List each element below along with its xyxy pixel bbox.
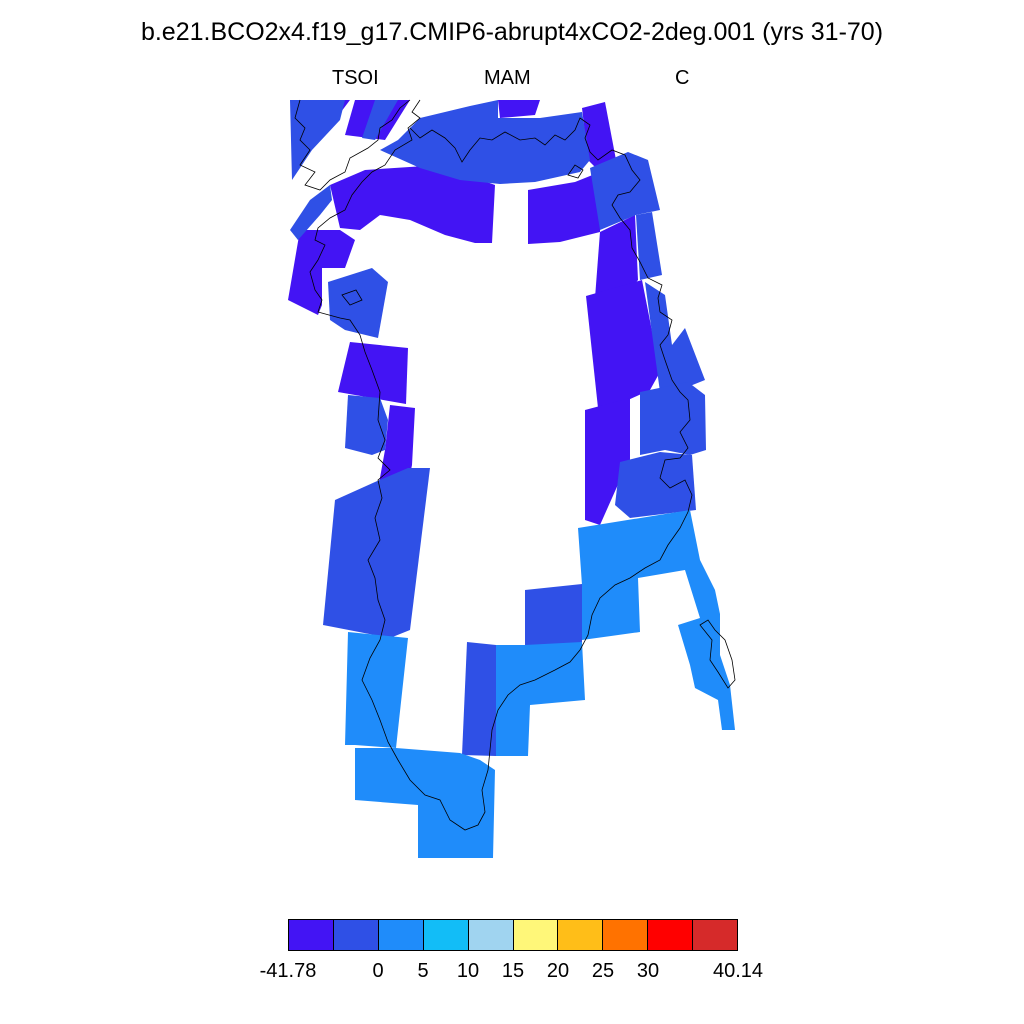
- colorbar-swatch: [467, 919, 514, 951]
- coastline: [294, 99, 736, 831]
- map-cell: [380, 100, 590, 184]
- colorbar-tick-label: -41.78: [259, 960, 317, 982]
- colorbar-swatch: [557, 919, 604, 951]
- cells-royal-blue: [290, 100, 706, 756]
- map-cell: [585, 398, 630, 525]
- map-cell: [462, 642, 496, 756]
- colorbar-tick-label: 15: [501, 960, 525, 982]
- map-cell: [330, 165, 495, 243]
- colorbar-tick-label: 5: [417, 960, 429, 982]
- colorbar-tick-label: 40.14: [712, 960, 764, 982]
- map-cell: [528, 172, 600, 244]
- colorbar-swatch: [512, 919, 559, 951]
- map-cell: [345, 395, 388, 455]
- map-cell: [590, 152, 660, 230]
- map-cell: [498, 100, 540, 118]
- map-cell: [525, 584, 582, 645]
- colorbar-swatch: [602, 919, 649, 951]
- colorbar-swatch: [647, 919, 694, 951]
- map-cell: [288, 230, 355, 315]
- map-cell: [582, 102, 617, 172]
- colorbar-tick-label: 20: [546, 960, 570, 982]
- map-cell: [290, 100, 345, 180]
- map-cell: [345, 632, 408, 748]
- map-cell: [636, 212, 662, 280]
- map-cell: [290, 185, 332, 240]
- colorbar-swatch: [332, 919, 379, 951]
- map-cell: [595, 215, 638, 298]
- colorbar-tick-label: 25: [591, 960, 615, 982]
- units-label: C: [675, 67, 690, 89]
- map-cell: [328, 268, 388, 338]
- map-cell: [578, 510, 735, 730]
- season-label: MAM: [484, 67, 531, 89]
- colorbar-swatch: [377, 919, 424, 951]
- colorbar-swatch: [692, 919, 739, 951]
- cells-sky-blue: [345, 510, 735, 858]
- map-cell: [323, 468, 430, 638]
- colorbar-tick-label: 10: [456, 960, 480, 982]
- map-cell: [615, 452, 696, 518]
- colorbar-tick-label: 0: [372, 960, 384, 982]
- map-cell: [355, 748, 495, 858]
- map-cell: [496, 642, 585, 756]
- plot-title: b.e21.BCO2x4.f19_g17.CMIP6-abrupt4xCO2-2…: [140, 18, 884, 46]
- map-cell: [362, 100, 398, 140]
- variable-label: TSOI: [332, 67, 379, 89]
- map-cell: [586, 280, 660, 408]
- map-cell: [640, 382, 706, 455]
- colorbar-swatch: [422, 919, 469, 951]
- colorbar: [288, 919, 739, 951]
- colorbar-tick-label: 30: [636, 960, 660, 982]
- colorbar-swatch: [288, 919, 334, 951]
